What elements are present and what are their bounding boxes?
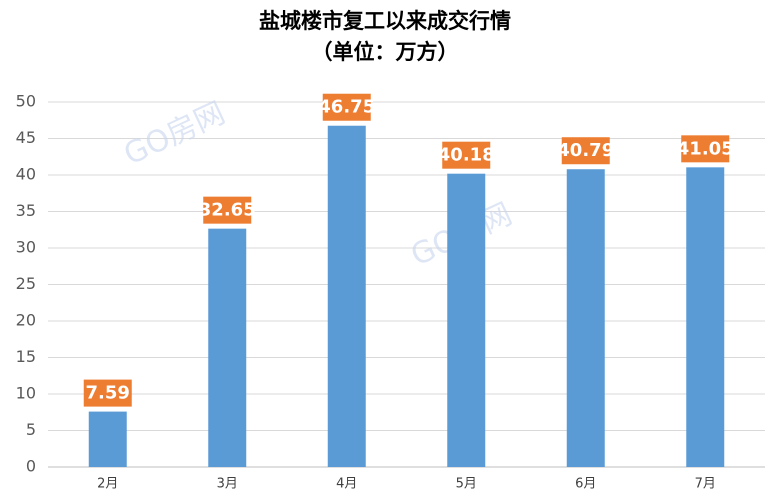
- value-label-box: [681, 135, 730, 163]
- value-label: 40.79: [557, 140, 614, 161]
- chart-title: 盐城楼市复工以来成交行情: [259, 9, 511, 33]
- y-tick-label: 10: [16, 384, 36, 403]
- value-label: 46.75: [318, 97, 375, 118]
- bar: [447, 173, 486, 467]
- bar: [327, 125, 366, 467]
- value-label-box: [561, 137, 610, 165]
- watermark: GO房网: [119, 96, 231, 173]
- value-label: 40.18: [438, 145, 495, 166]
- value-label-box: [83, 379, 132, 407]
- value-label-box: [322, 93, 371, 121]
- value-label-box: [203, 196, 252, 224]
- y-tick-label: 50: [16, 92, 36, 111]
- y-tick-label: 35: [16, 201, 36, 220]
- y-tick-label: 40: [16, 165, 36, 184]
- x-tick-label: 6月: [575, 477, 596, 492]
- x-tick-label: 3月: [217, 477, 238, 492]
- x-tick-label: 4月: [336, 477, 357, 492]
- value-label: 41.05: [677, 138, 734, 159]
- x-tick-label: 7月: [695, 477, 716, 492]
- value-label: 32.65: [199, 200, 256, 221]
- value-label-box: [442, 141, 491, 169]
- chart-subtitle: （单位：万方）: [312, 40, 459, 64]
- y-tick-label: 15: [16, 347, 36, 366]
- y-tick-label: 0: [26, 457, 36, 476]
- value-label: 7.59: [86, 383, 130, 404]
- x-tick-label: 2月: [97, 477, 118, 492]
- y-tick-label: 30: [16, 238, 36, 257]
- bar: [686, 167, 725, 467]
- bar: [208, 228, 247, 467]
- bar: [566, 169, 605, 467]
- y-tick-label: 45: [16, 128, 36, 147]
- x-tick-label: 5月: [456, 477, 477, 492]
- bar: [88, 411, 127, 467]
- y-tick-label: 20: [16, 311, 36, 330]
- y-tick-label: 5: [26, 420, 36, 439]
- y-tick-label: 25: [16, 274, 36, 293]
